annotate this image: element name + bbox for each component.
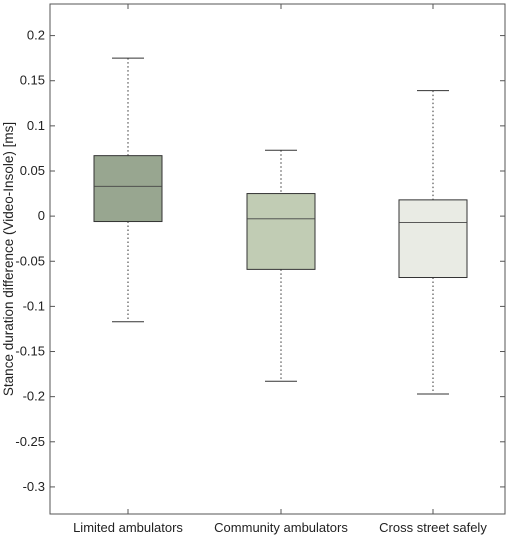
box-group-3 <box>398 90 468 395</box>
box-group-2 <box>246 149 316 382</box>
y-tick-label: 0.1 <box>27 118 45 133</box>
y-tick-label: 0.2 <box>27 28 45 43</box>
y-tick-label: 0 <box>38 208 45 223</box>
x-tick-label: Cross street safely <box>379 520 487 535</box>
y-tick-label: -0.2 <box>23 389 45 404</box>
x-axis: Limited ambulators Community ambulators Cr… <box>73 4 487 535</box>
y-tick-label: -0.05 <box>15 253 45 268</box>
y-tick-label: -0.15 <box>15 344 45 359</box>
y-tick-label: 0.05 <box>20 163 45 178</box>
x-tick-label: Limited ambulators <box>73 520 183 535</box>
y-tick-label: -0.1 <box>23 298 45 313</box>
y-tick-label: -0.25 <box>15 434 45 449</box>
box-group-1 <box>93 57 163 323</box>
y-tick-label: 0.15 <box>20 73 45 88</box>
y-axis-label: Stance duration difference (Video-Insole… <box>1 122 16 396</box>
y-tick-label: -0.3 <box>23 479 45 494</box>
box <box>398 199 468 279</box>
x-tick-label: Community ambulators <box>214 520 348 535</box>
y-axis: 0.2 0.15 0.1 0.05 0 -0.05 -0.1 -0.15 -0.2 -0.25 -0… <box>15 28 505 494</box>
box <box>93 155 163 223</box>
box <box>246 193 316 270</box>
boxes-layer <box>93 57 468 395</box>
